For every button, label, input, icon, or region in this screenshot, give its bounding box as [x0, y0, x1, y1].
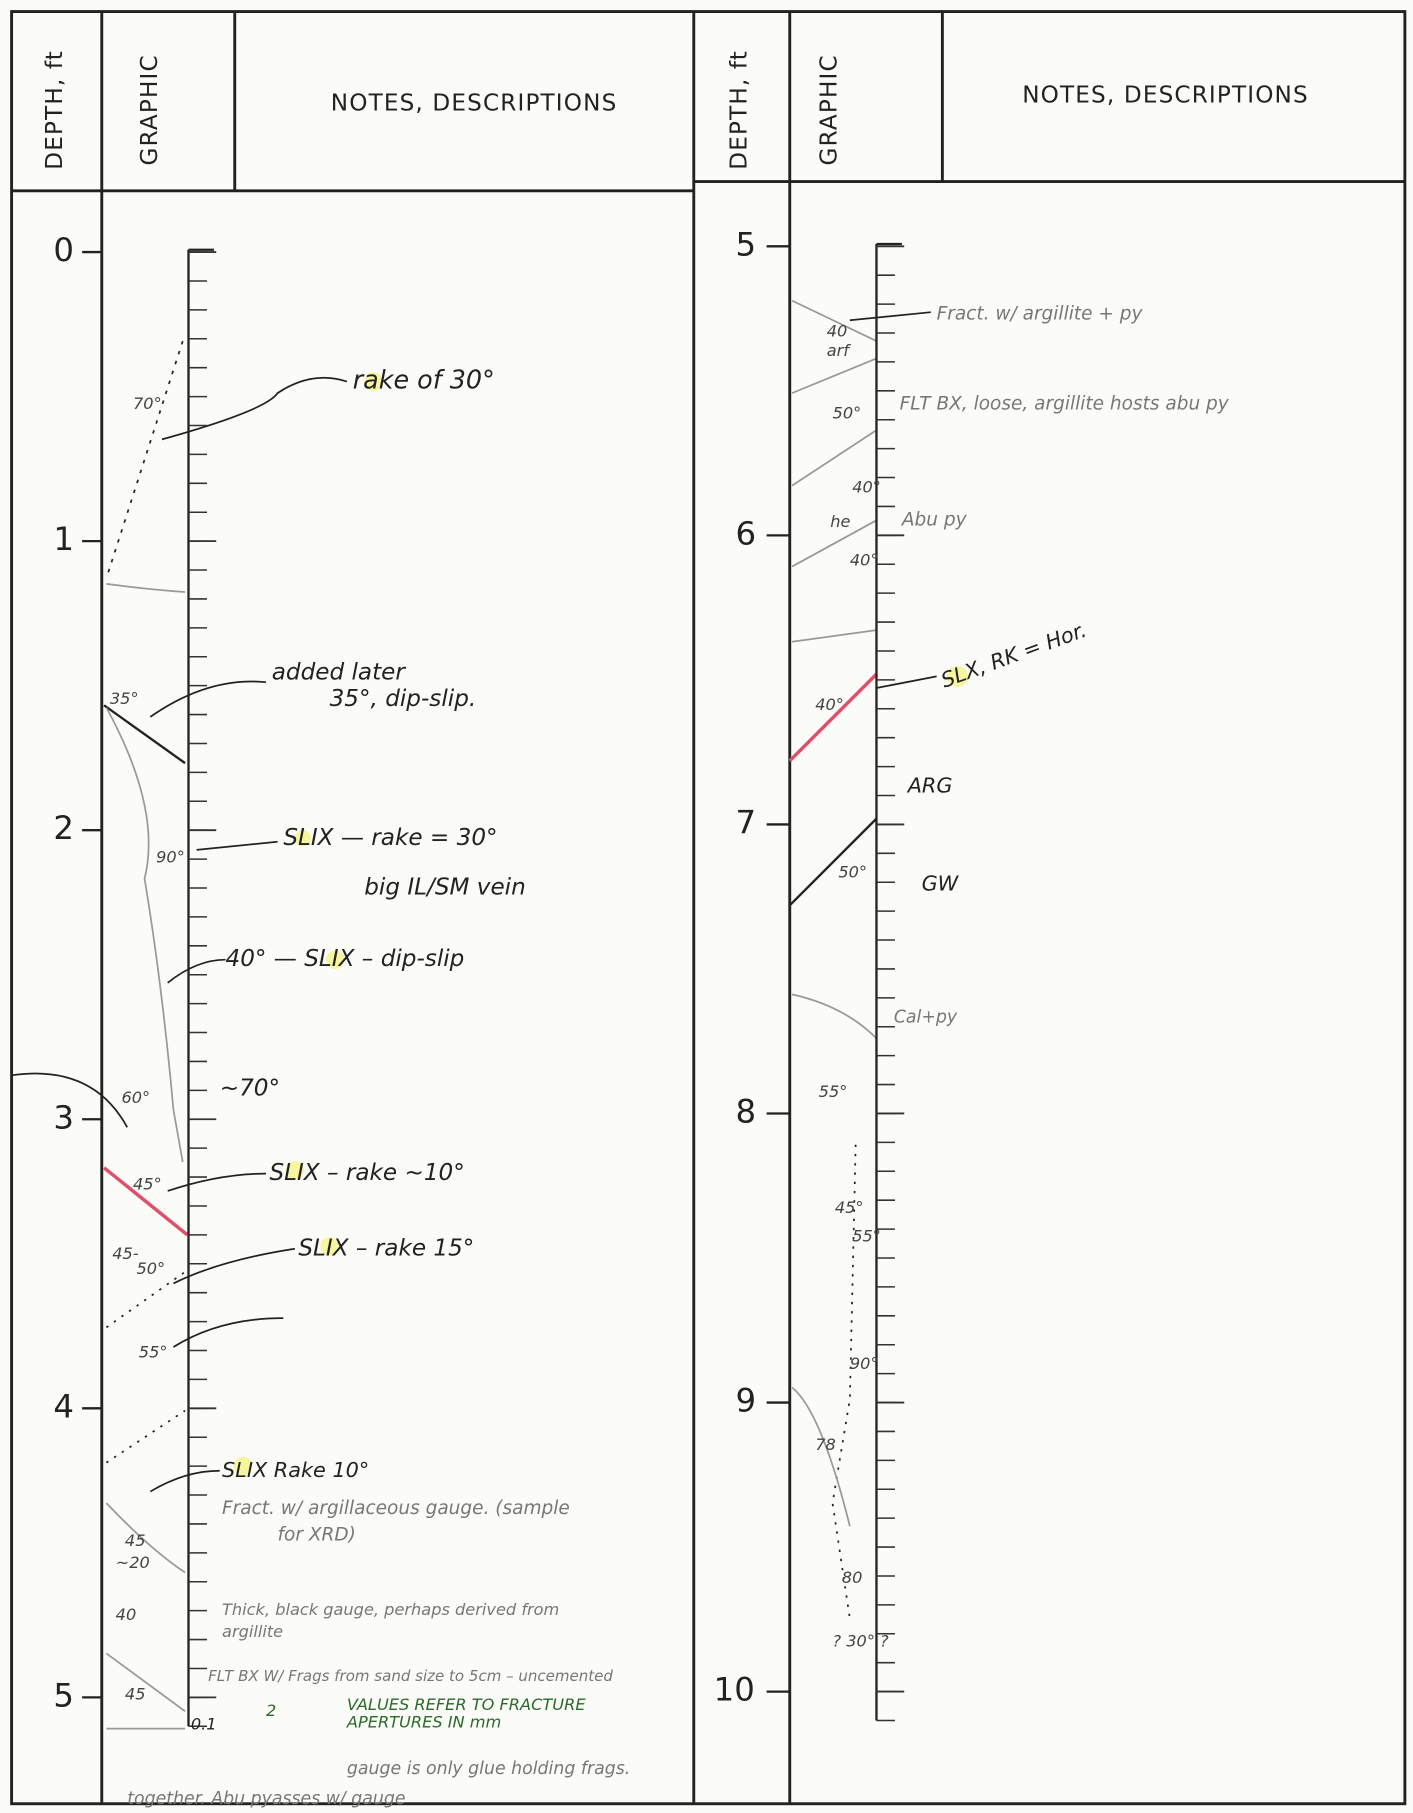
depth-label: 2 — [53, 809, 74, 847]
angle-label: 50° — [833, 403, 862, 422]
note: SLIX – rake ~10° — [269, 1160, 464, 1186]
note: added later — [272, 659, 407, 685]
angle-label: 40 — [116, 1605, 137, 1624]
angle-label: 45 — [125, 1685, 146, 1704]
angle-label: ~20 — [116, 1553, 150, 1572]
depth-label: 10 — [714, 1671, 755, 1709]
note: SLIX — rake = 30° — [283, 825, 497, 851]
angle-label: 45° — [133, 1175, 162, 1194]
notes-header: NOTES, DESCRIPTIONS — [331, 91, 618, 117]
note: Thick, black gauge, perhaps derived from — [222, 1600, 559, 1619]
note: Abu py — [901, 509, 968, 530]
note: Fract. w/ argillaceous gauge. (sample — [222, 1498, 570, 1519]
note: SLIX – rake 15° — [298, 1235, 474, 1261]
angle-label: 35° — [110, 689, 139, 708]
angle-label: 50° — [838, 862, 867, 881]
note: ~70° — [220, 1076, 280, 1102]
note: 2 — [266, 1701, 276, 1720]
angle-label: 55° — [852, 1227, 881, 1246]
graphic-header: GRAPHIC — [817, 54, 843, 165]
angle-label: 90° — [156, 847, 185, 866]
note: together. Abu pyasses w/ gauge — [127, 1789, 405, 1809]
note: gauge is only glue holding frags. — [347, 1759, 630, 1779]
note: ARG — [906, 773, 953, 797]
highlights — [233, 372, 968, 1476]
angle-label: he — [830, 512, 850, 531]
depth-label: 5 — [53, 1676, 74, 1714]
depth-label: 6 — [736, 514, 757, 552]
angle-label: 70° — [133, 394, 162, 413]
depth-label: 8 — [736, 1092, 757, 1130]
note: Cal+py — [894, 1008, 958, 1028]
note: Fract. w/ argillite + py — [937, 304, 1144, 325]
notes-header: NOTES, DESCRIPTIONS — [1022, 82, 1309, 108]
angle-label: 40 — [827, 321, 848, 340]
frame — [10, 10, 1407, 1806]
angle-label: 55° — [819, 1082, 848, 1101]
note: 40° — SLIX – dip-slip — [226, 946, 465, 972]
angle-label: 40° — [852, 477, 881, 496]
note: argillite — [222, 1622, 283, 1641]
graphic-strokes — [11, 299, 937, 1730]
depth-label: 9 — [736, 1382, 757, 1420]
angle-label: 50° — [136, 1259, 165, 1278]
angle-label: 90° — [850, 1354, 879, 1373]
angle-label: 45° — [835, 1198, 864, 1217]
depth-label: 3 — [53, 1098, 74, 1136]
note: big IL/SM vein — [364, 875, 526, 901]
depth-label: 4 — [53, 1387, 74, 1425]
depth-label: 0 — [53, 231, 74, 269]
note: 35°, dip-slip. — [330, 686, 477, 712]
note: VALUES REFER TO FRACTURE — [347, 1695, 586, 1714]
angle-label: 60° — [121, 1088, 150, 1107]
depth-header: DEPTH, ft — [727, 50, 753, 170]
note: SLIX Rake 10° — [222, 1458, 369, 1482]
angle-label: ? 30° ? — [833, 1631, 890, 1650]
note: rake of 30° — [353, 365, 495, 395]
graphic-header: GRAPHIC — [137, 54, 163, 165]
note: APERTURES IN mm — [346, 1712, 501, 1731]
angle-label: 78 — [815, 1435, 836, 1454]
depth-header: DEPTH, ft — [42, 50, 68, 170]
note: FLT BX, loose, argillite hosts abu py — [900, 394, 1230, 415]
angle-label: 40° — [815, 695, 844, 714]
angle-label: 45- — [112, 1244, 139, 1263]
note: for XRD) — [278, 1525, 356, 1546]
angle-label: arf — [827, 341, 852, 360]
note: 0.1 — [191, 1715, 217, 1734]
angle-label: 40° — [850, 550, 879, 569]
depth-label: 1 — [53, 520, 74, 558]
note: GW — [922, 872, 960, 896]
depth-label: 5 — [736, 225, 757, 263]
depth-label: 7 — [736, 803, 757, 841]
angle-label: 55° — [139, 1342, 168, 1361]
angle-label: 80 — [842, 1568, 863, 1587]
angle-label: 45 — [125, 1531, 146, 1550]
note: FLT BX W/ Frags from sand size to 5cm – … — [208, 1667, 613, 1685]
log-content: DEPTH, ft GRAPHIC NOTES, DESCRIPTIONS 0 1 2 3 4… — [42, 50, 1309, 1809]
